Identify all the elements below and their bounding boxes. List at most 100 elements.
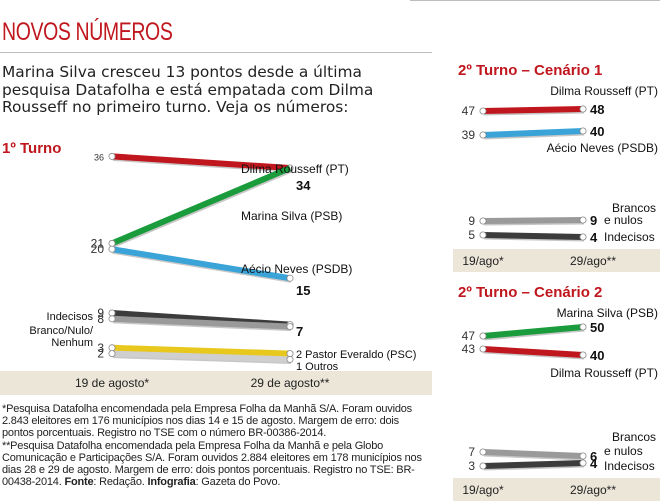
title-rule (0, 52, 432, 53)
end-point-marina-silva-psb (579, 323, 587, 331)
start-value-marina-silva-psb: 21 (91, 236, 105, 250)
label-marina: Marina Silva (PSB) (557, 306, 658, 320)
x-tick-19-agosto: 19 de agosto* (75, 376, 149, 390)
end-value-brancos-e-nulos: 6 (590, 449, 597, 464)
start-value-outros: 2 (97, 347, 104, 361)
start-value-brancos-e-nulos: 7 (468, 445, 475, 459)
page-title: NOVOS NÚMEROS (2, 18, 173, 46)
end-point-indecisos (579, 459, 587, 467)
label-dilma: Dilma Rousseff (PT) (241, 162, 349, 176)
label-indecisos: Indecisos (47, 311, 94, 323)
footnote-first-poll: *Pesquisa Datafolha encomendada pela Emp… (2, 403, 412, 440)
top-rule (410, 0, 660, 1)
label-brancos: Brancos (612, 201, 656, 215)
source-value: : Redação. (93, 476, 145, 489)
source-label: Fonte (64, 476, 94, 489)
label-dilma: Dilma Rousseff (PT) (550, 84, 658, 98)
x-tick-29-agosto: 29 de agosto** (251, 376, 330, 390)
footnote-second-poll: **Pesquisa Datafolha encomendada pela Em… (2, 439, 422, 489)
x-tick-19-ago: 19/ago* (462, 483, 504, 497)
label-marina: Marina Silva (PSB) (241, 209, 342, 223)
label-indecisos: Indecisos (604, 459, 655, 473)
chart3-axis-band (453, 478, 660, 501)
x-tick-29-ago: 29/ago** (570, 483, 616, 497)
label-brancos: Brancos (612, 430, 656, 444)
series-line-dilma-rousseff-pt (482, 106, 584, 114)
start-value-marina-silva-psb: 47 (462, 329, 476, 343)
end-value-brancos-e-nulos: 9 (590, 213, 597, 228)
start-value-dilma-rousseff-pt: 47 (462, 104, 476, 118)
end-point-outros (286, 355, 294, 363)
series-line-dilma-rousseff-pt (482, 346, 584, 358)
chart1-title: 1º Turno (2, 140, 62, 157)
start-value-aecio-neves-psdb: 39 (462, 128, 476, 142)
start-point-brancos-e-nulos (479, 217, 487, 225)
end-point-dilma-rousseff-pt (579, 105, 587, 113)
start-point-dilma-rousseff-pt (108, 152, 116, 160)
label-indecisos: Indecisos (604, 230, 655, 244)
end-point-brancos-e-nulos (579, 216, 587, 224)
end-value-indecisos: 4 (590, 456, 598, 471)
end-point-aecio-neves-psdb (579, 127, 587, 135)
start-value-aecio-neves-psdb: 20 (91, 242, 105, 256)
end-value-indecisos: 7 (296, 324, 303, 339)
start-point-aecio-neves-psdb (108, 245, 116, 253)
series-line-indecisos (482, 232, 584, 240)
series-line-indecisos (482, 460, 584, 469)
label-e-nulos: e nulos (604, 213, 643, 227)
start-point-marina-silva-psb (479, 332, 487, 340)
start-point-brancos-e-nulos (479, 448, 487, 456)
infographic-label: Infografia (147, 476, 196, 489)
series-line-brancos-e-nulos (482, 217, 584, 224)
chart3-title: 2º Turno – Cenário 2 (458, 284, 603, 301)
series-line-outros (111, 350, 291, 363)
end-point-dilma-rousseff-pt (579, 351, 587, 359)
end-point-aecio-neves-psdb (286, 274, 294, 282)
start-point-aecio-neves-psdb (479, 131, 487, 139)
series-line-brancos-e-nulos (482, 449, 584, 459)
end-value-dilma-rousseff-pt: 48 (590, 102, 604, 117)
end-point-indecisos (579, 233, 587, 241)
label-nenhum: Nenhum (51, 337, 93, 349)
start-value-indecisos: 5 (468, 228, 475, 242)
start-value-indecisos: 3 (468, 459, 475, 473)
label-pastor-everaldo: 2 Pastor Everaldo (PSC) (296, 349, 416, 361)
start-point-indecisos (479, 462, 487, 470)
series-line-pastor-everaldo-psc (111, 344, 291, 357)
intro-text: Marina Silva cresceu 13 pontos desde a ú… (2, 63, 374, 116)
end-point-branco-nulo-nenhum (286, 323, 294, 331)
chart1-axis-band (0, 371, 432, 395)
label-aecio: Aécio Neves (PSDB) (241, 262, 352, 276)
end-value-dilma-rousseff-pt: 34 (296, 178, 311, 193)
start-value-brancos-e-nulos: 9 (468, 214, 475, 228)
label-outros: 1 Outros (296, 361, 339, 373)
start-point-outros (108, 350, 116, 358)
end-value-aecio-neves-psdb: 15 (296, 283, 310, 298)
label-dilma: Dilma Rousseff (PT) (550, 366, 658, 380)
label-e-nulos: e nulos (604, 444, 643, 458)
footnote: *Pesquisa Datafolha encomendada pela Emp… (2, 403, 422, 488)
start-point-dilma-rousseff-pt (479, 345, 487, 353)
start-point-branco-nulo-nenhum (108, 315, 116, 323)
end-value-marina-silva-psb: 50 (590, 320, 604, 335)
start-value-pastor-everaldo-psc: 3 (97, 341, 104, 355)
chart2-axis-band (453, 249, 660, 272)
x-tick-29-ago: 29/ago** (570, 254, 616, 268)
start-value-dilma-rousseff-pt: 36 (94, 152, 104, 162)
series-line-marina-silva-psb (482, 324, 584, 339)
series-line-marina-silva-psb (110, 165, 292, 247)
end-value-dilma-rousseff-pt: 40 (590, 348, 604, 363)
series-line-aecio-neves-psdb (482, 128, 584, 138)
end-point-brancos-e-nulos (579, 452, 587, 460)
start-value-branco-nulo-nenhum: 8 (97, 312, 104, 326)
start-value-indecisos: 9 (97, 306, 104, 320)
label-branco-nulo: Branco/Nulo/ (29, 325, 94, 337)
end-value-indecisos: 4 (590, 230, 598, 245)
x-tick-19-ago: 19/ago* (462, 254, 504, 268)
infographic-value: : Gazeta do Povo. (195, 476, 281, 489)
start-value-dilma-rousseff-pt: 43 (462, 342, 476, 356)
start-point-dilma-rousseff-pt (479, 107, 487, 115)
